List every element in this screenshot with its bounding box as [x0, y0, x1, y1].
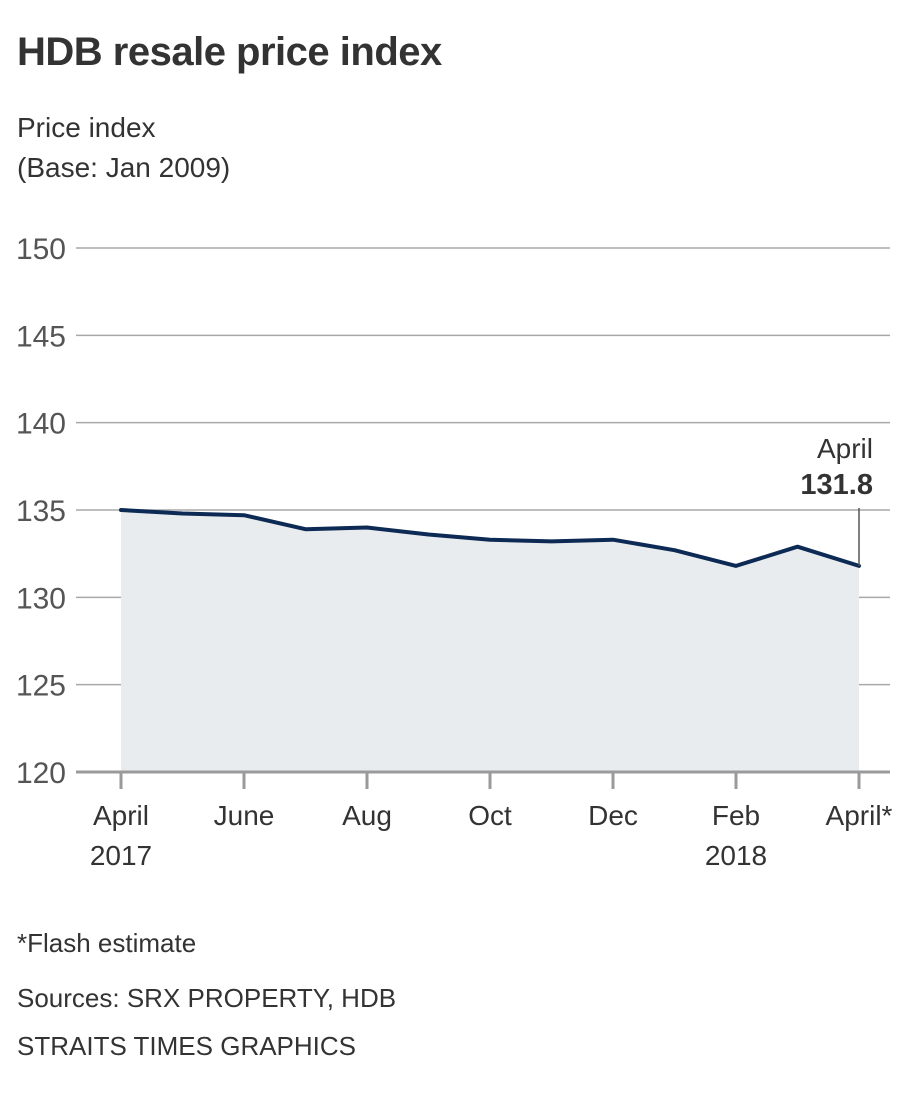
data-point — [304, 527, 308, 531]
credit: STRAITS TIMES GRAPHICS — [17, 1031, 357, 1061]
series-line — [119, 508, 861, 568]
x-tick-label: Oct — [468, 800, 512, 831]
y-axis-label-line-2: (Base: Jan 2009) — [17, 152, 231, 183]
x-tick-label: Dec — [588, 800, 638, 831]
y-tick-label: 150 — [16, 233, 66, 266]
annotation: April 131.8 — [800, 433, 873, 566]
data-point — [181, 511, 185, 515]
data-point — [673, 548, 677, 552]
y-tick-label: 140 — [16, 408, 66, 441]
data-point — [734, 564, 738, 568]
y-axis-label: Price index (Base: Jan 2009) — [17, 108, 230, 188]
line-chart: 120 125 130 135 140 145 150 April 2017 June Aug Oc… — [16, 233, 893, 871]
x-tick-label: 2018 — [705, 840, 767, 871]
chart-title: HDB resale price index — [17, 30, 442, 74]
y-tick-label: 145 — [16, 320, 66, 353]
data-point — [365, 525, 369, 529]
x-tick-label: April* — [826, 800, 893, 831]
x-tick-labels: April 2017 June Aug Oct Dec Feb 2018 April* — [90, 772, 893, 871]
data-point — [242, 513, 246, 517]
x-tick-label: Feb — [712, 800, 760, 831]
data-point — [427, 532, 431, 536]
x-tick-label: April — [93, 800, 149, 831]
data-point — [550, 539, 554, 543]
footnote: *Flash estimate — [17, 928, 197, 958]
y-tick-labels: 120 125 130 135 140 145 150 — [16, 233, 66, 790]
data-point — [119, 508, 123, 512]
data-point — [488, 538, 492, 542]
data-point — [796, 545, 800, 549]
y-axis-label-line-1: Price index — [17, 112, 156, 143]
data-point — [611, 538, 615, 542]
x-tick-label: 2017 — [90, 840, 152, 871]
y-tick-label: 120 — [16, 757, 66, 790]
annotation-value: 131.8 — [800, 469, 873, 501]
y-tick-label: 130 — [16, 582, 66, 615]
annotation-label: April — [817, 433, 873, 464]
data-point — [857, 564, 861, 568]
sources: Sources: SRX PROPERTY, HDB — [17, 983, 397, 1013]
x-tick-label: Aug — [342, 800, 392, 831]
area-fill — [121, 510, 859, 772]
y-tick-label: 125 — [16, 670, 66, 703]
y-tick-label: 135 — [16, 495, 66, 528]
x-tick-label: June — [214, 800, 275, 831]
